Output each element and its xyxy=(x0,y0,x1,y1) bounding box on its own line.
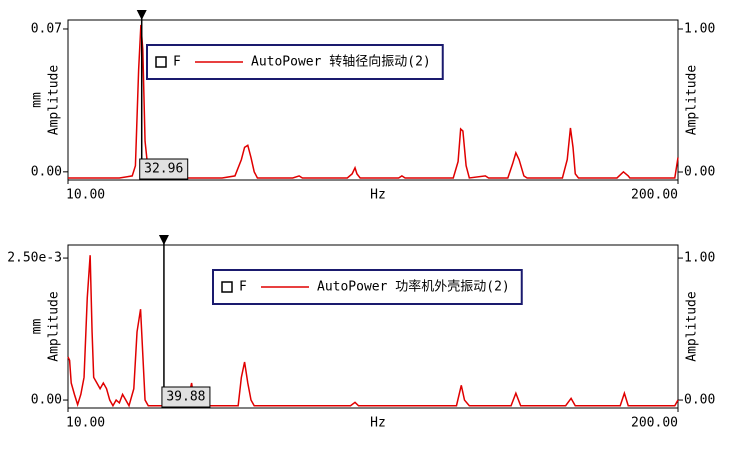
y2-tick-label: 0.00 xyxy=(684,393,715,408)
cursor-label-box xyxy=(139,158,189,180)
legend-checkbox xyxy=(221,281,233,293)
y-tick-label: 0.07 xyxy=(31,21,62,36)
legend-entry: AutoPower 功率机外壳振动(2) xyxy=(317,279,510,295)
x-tick-label: 200.00 xyxy=(631,416,678,431)
cursor-label-box xyxy=(161,386,211,408)
x-tick-label: 10.00 xyxy=(66,416,105,431)
legend: F AutoPower 功率机外壳振动(2) xyxy=(212,269,523,305)
plot-frame xyxy=(67,19,679,181)
y2-axis-label: Amplitude xyxy=(685,291,700,362)
y-tick-label: 0.00 xyxy=(31,393,62,408)
y2-tick-label: 0.00 xyxy=(684,164,715,179)
y-axis-label: Amplitude xyxy=(47,65,62,136)
y-tick-label: 2.50e-3 xyxy=(7,251,62,266)
legend-label: F xyxy=(239,280,247,295)
y-axis-unit: mm xyxy=(30,92,45,108)
cursor-marker xyxy=(158,235,169,245)
x-tick-label: 10.00 xyxy=(66,188,105,203)
cursor-marker xyxy=(136,10,147,20)
y2-axis-label: Amplitude xyxy=(685,65,700,136)
y2-tick-label: 1.00 xyxy=(684,251,715,266)
legend-checkbox xyxy=(155,56,167,68)
cursor-label: 32.96 xyxy=(144,162,183,177)
legend-entry: AutoPower 转轴径向振动(2) xyxy=(251,54,431,70)
plot-frame xyxy=(67,244,679,409)
y2-tick-label: 1.00 xyxy=(684,22,715,37)
legend: F AutoPower 转轴径向振动(2) xyxy=(146,44,444,80)
x-axis-label: Hz xyxy=(370,188,386,203)
cursor-label: 39.88 xyxy=(166,390,205,405)
legend-label: F xyxy=(173,55,181,70)
y-axis-unit: mm xyxy=(30,319,45,335)
x-tick-label: 200.00 xyxy=(631,188,678,203)
x-axis-label: Hz xyxy=(370,416,386,431)
y-tick-label: 0.00 xyxy=(31,164,62,179)
y-axis-label: Amplitude xyxy=(47,291,62,362)
